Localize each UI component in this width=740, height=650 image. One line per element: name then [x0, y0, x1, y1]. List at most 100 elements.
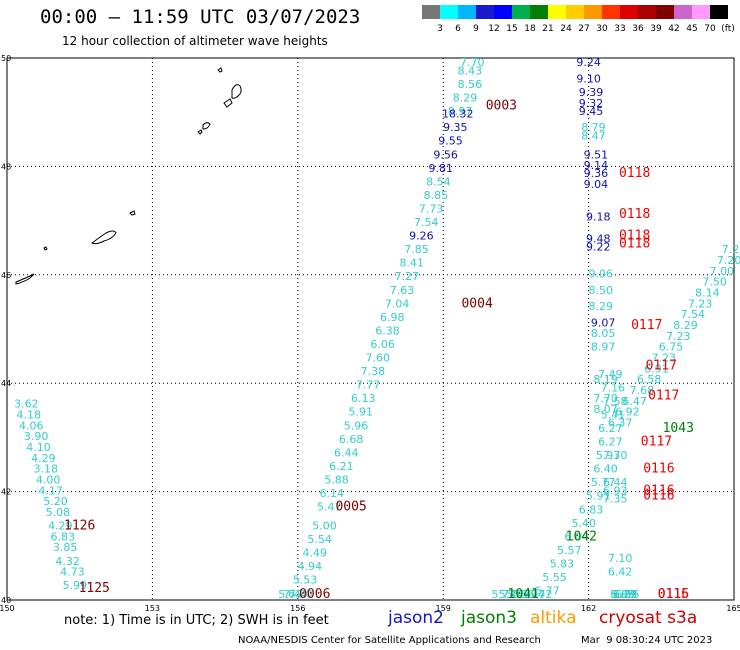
wave-height-value: 6.20 — [288, 587, 313, 600]
pass-time-label: 1042 — [566, 529, 597, 544]
wave-height-value: 5.55 — [542, 571, 567, 584]
lon-label: 150 — [0, 604, 15, 613]
wave-height-value: 9.26 — [409, 230, 434, 243]
wave-height-value: 4.29 — [48, 520, 73, 533]
wave-height-value: 8.07 — [593, 403, 618, 416]
wave-height-value: 6.68 — [339, 433, 364, 446]
color-swatch — [476, 5, 494, 19]
pass-time-label: 0117 — [631, 318, 662, 333]
pass-time-label: 0117 — [646, 359, 677, 374]
pass-time-label: 0005 — [335, 500, 366, 515]
color-swatch — [440, 5, 458, 19]
color-swatch — [638, 5, 656, 19]
color-scale-label: 36 — [632, 24, 644, 34]
pass-time-label: 0116 — [658, 587, 689, 602]
wave-height-value: 8.29 — [588, 300, 613, 313]
wave-height-value: 5.88 — [324, 473, 349, 486]
pass-time-label: 1041 — [508, 587, 539, 602]
map-title: 00:00 – 11:59 UTC 03/07/2023 — [40, 6, 361, 28]
lon-label: 165 — [726, 604, 740, 613]
wave-height-value: 6.06 — [370, 338, 395, 351]
wave-height-value: 6.42 — [608, 566, 633, 579]
wave-height-value: 7.50 — [702, 276, 727, 289]
wave-height-value: 5.74 — [521, 588, 546, 601]
wave-height-value: 6.44 — [603, 476, 628, 489]
generation-date: Mar 9 08:30:24 UTC 2023 — [581, 635, 713, 646]
wave-height-value: 5.41 — [601, 408, 626, 421]
wave-height-value: 4.29 — [31, 452, 56, 465]
color-swatch — [566, 5, 584, 19]
wave-height-value: 9.32 — [579, 97, 604, 110]
color-scale-label: 70 — [704, 24, 716, 34]
color-scale-label: 15 — [506, 24, 517, 34]
wave-height-value: 9.39 — [579, 86, 604, 99]
wave-height-value: 7.20 — [717, 254, 740, 267]
lat-label: 46 — [1, 271, 11, 280]
wave-height-value: 9.24 — [576, 56, 601, 69]
wave-height-value: 4.73 — [60, 566, 85, 579]
color-swatch — [548, 5, 566, 19]
wave-height-value: 7.35 — [603, 492, 628, 505]
wave-height-value: 6.04 — [564, 530, 589, 543]
wave-height-value: 9.04 — [584, 178, 609, 191]
color-swatch — [584, 5, 602, 19]
color-scale-label: 33 — [614, 24, 625, 34]
pass-time-label: 0116 — [643, 489, 674, 504]
wave-height-value: 9.81 — [429, 162, 454, 175]
wave-height-value: 5.96 — [344, 419, 369, 432]
wave-height-value: 6.15 — [615, 588, 640, 601]
wave-height-value: 6.27 — [598, 422, 623, 435]
wave-height-value: 6.93 — [603, 484, 628, 497]
color-scale-bar: 3 6 9 12 15 18 21 24 27 30 33 36 39 42 45 70 (ft) — [422, 5, 735, 34]
map-subtitle: 12 hour collection of altimeter wave hei… — [62, 34, 328, 48]
wave-height-value: 6.75 — [659, 341, 684, 354]
wave-height-value: 6.19 — [613, 588, 638, 601]
color-scale-label: 6 — [455, 24, 461, 34]
wave-height-value: 9.06 — [588, 268, 613, 281]
color-swatch — [674, 5, 692, 19]
wave-height-value: 3.18 — [34, 463, 59, 476]
wave-height-value: 7.58 — [603, 395, 628, 408]
pass-time-label: 0118 — [619, 237, 650, 252]
pass-time-label: 0003 — [486, 98, 517, 113]
color-swatch — [710, 5, 728, 19]
pass-time-label: 0004 — [461, 296, 492, 311]
color-swatch — [692, 5, 710, 19]
wave-height-value: 5.20 — [513, 588, 538, 601]
lat-label: 48 — [1, 162, 11, 171]
wave-height-value: 7.77 — [356, 379, 381, 392]
wave-height-value: 4.32 — [55, 555, 80, 568]
wave-height-value: 9.51 — [584, 148, 609, 161]
wave-height-value: 7.54 — [414, 216, 439, 229]
wave-height-value: 3.85 — [53, 541, 78, 554]
wave-height-value: 5.46 — [506, 588, 531, 601]
wave-height-value: 8.19 — [593, 373, 618, 386]
wave-height-value: 6.47 — [622, 395, 647, 408]
lat-label: 40 — [1, 596, 11, 605]
wave-height-value: 7.38 — [361, 365, 386, 378]
wave-height-value: 7.49 — [598, 368, 623, 381]
pass-time-labels: 0003000400050006112611250118011801180118… — [64, 98, 694, 602]
color-swatch — [458, 5, 476, 19]
wave-height-value: 8.14 — [695, 286, 720, 299]
color-scale-label: 3 — [437, 24, 443, 34]
wave-height-value: 5.91 — [586, 490, 611, 503]
wave-height-value: 7.70 — [593, 392, 618, 405]
wave-height-value: 6.98 — [380, 311, 405, 324]
lat-label: 44 — [1, 379, 11, 388]
wave-height-value: 6.44 — [334, 446, 359, 459]
color-swatch — [656, 5, 674, 19]
wave-height-value: 8.54 — [426, 175, 451, 188]
wave-height-value: 7.70 — [603, 449, 628, 462]
wave-height-value: 6.37 — [608, 417, 633, 430]
wave-height-value: 7.54 — [681, 308, 706, 321]
wave-height-value: 6.83 — [50, 530, 75, 543]
wave-height-value: 5.83 — [550, 557, 575, 570]
units-note: note: 1) Time is in UTC; 2) SWH is in fe… — [64, 613, 329, 628]
wave-height-value: 9.22 — [586, 240, 611, 253]
pass-time-label: 0117 — [641, 435, 672, 450]
wave-height-value: 5.53 — [293, 574, 318, 587]
wave-height-value: 5.57 — [557, 544, 582, 557]
color-scale-label: 42 — [668, 24, 679, 34]
